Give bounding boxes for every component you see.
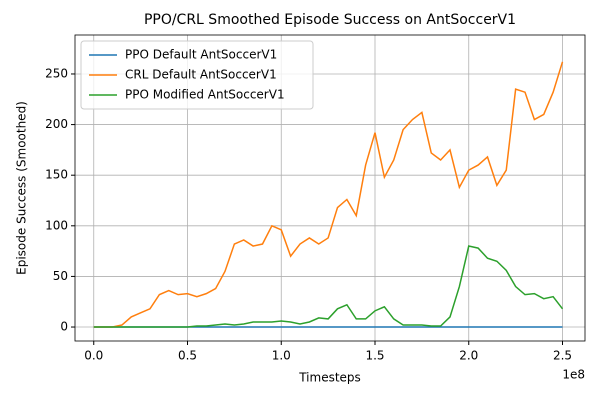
x-tick-label: 2.5 — [553, 349, 572, 363]
legend-label: PPO Modified AntSoccerV1 — [125, 88, 285, 102]
x-tick-label: 0.5 — [178, 349, 197, 363]
y-tick-label: 100 — [45, 218, 68, 232]
legend-label: CRL Default AntSoccerV1 — [125, 68, 277, 82]
legend-box — [80, 40, 314, 110]
legend: PPO Default AntSoccerV1 CRL Default AntSo… — [80, 40, 314, 110]
y-axis-label: Episode Success (Smoothed) — [15, 101, 29, 275]
data-line — [93, 245, 564, 328]
chart-title: PPO/CRL Smoothed Episode Success on AntS… — [144, 12, 516, 28]
y-tick-label: 250 — [45, 66, 68, 80]
x-tick-label: 0.0 — [84, 349, 103, 363]
x-tick-label: 1.0 — [272, 349, 291, 363]
legend-label: PPO Default AntSoccerV1 — [125, 48, 277, 62]
y-tick-label: 50 — [53, 269, 68, 283]
data-line — [93, 61, 564, 328]
y-tick-label: 0 — [60, 320, 68, 334]
x-axis-label: Timesteps — [298, 371, 361, 385]
y-tick-label: 150 — [45, 168, 68, 182]
plot-frame — [74, 34, 586, 342]
y-tick-label: 200 — [45, 117, 68, 131]
x-tick-label: 2.0 — [459, 349, 478, 363]
x-tick-label: 1.5 — [365, 349, 384, 363]
x-offset-label: 1e8 — [562, 368, 585, 382]
